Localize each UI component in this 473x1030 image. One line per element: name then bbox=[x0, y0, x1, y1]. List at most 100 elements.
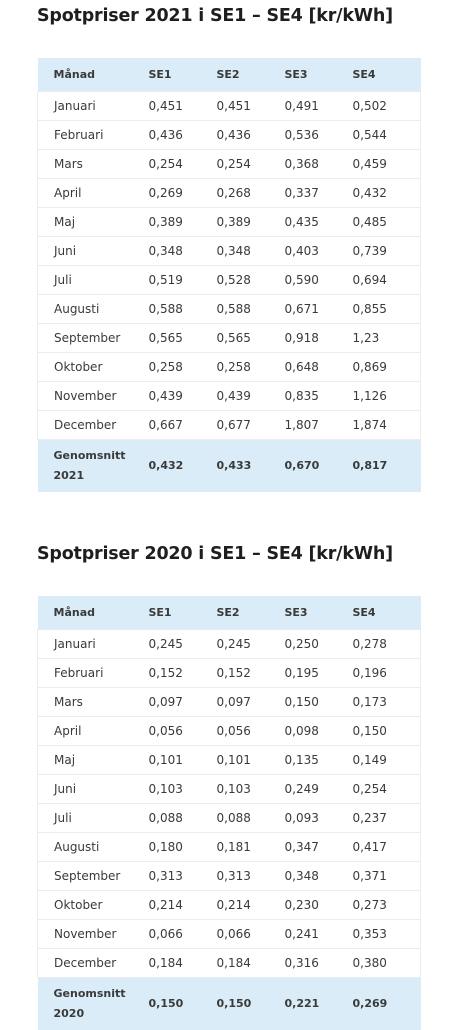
se2-cell: 0,528 bbox=[217, 266, 285, 295]
se2-cell: 0,181 bbox=[217, 833, 285, 862]
se3-cell: 0,093 bbox=[285, 804, 353, 833]
month-cell: Januari bbox=[38, 630, 149, 659]
column-header-se4: SE4 bbox=[353, 596, 421, 630]
se4-cell: 0,869 bbox=[353, 353, 421, 382]
column-header-se3: SE3 bbox=[285, 58, 353, 92]
month-cell: Maj bbox=[38, 746, 149, 775]
month-cell: Maj bbox=[38, 208, 149, 237]
se1-cell: 0,066 bbox=[149, 920, 217, 949]
month-cell: Mars bbox=[38, 688, 149, 717]
se3-cell: 0,403 bbox=[285, 237, 353, 266]
se3-cell: 0,835 bbox=[285, 382, 353, 411]
se2-cell: 0,066 bbox=[217, 920, 285, 949]
month-cell: Februari bbox=[38, 121, 149, 150]
se1-cell: 0,254 bbox=[149, 150, 217, 179]
se2-cell: 0,258 bbox=[217, 353, 285, 382]
se3-cell: 0,491 bbox=[285, 92, 353, 121]
se2-cell: 0,097 bbox=[217, 688, 285, 717]
month-cell: Juli bbox=[38, 804, 149, 833]
se1-cell: 0,184 bbox=[149, 949, 217, 978]
month-cell: September bbox=[38, 862, 149, 891]
se3-cell: 0,135 bbox=[285, 746, 353, 775]
se1-cell: 0,103 bbox=[149, 775, 217, 804]
se1-cell: 0,436 bbox=[149, 121, 217, 150]
se1-cell: 0,439 bbox=[149, 382, 217, 411]
se2-cell: 0,565 bbox=[217, 324, 285, 353]
month-cell: Augusti bbox=[38, 833, 149, 862]
average-se1-cell: 0,150 bbox=[149, 978, 217, 1030]
se4-cell: 1,23 bbox=[353, 324, 421, 353]
se4-cell: 0,371 bbox=[353, 862, 421, 891]
se2-cell: 0,152 bbox=[217, 659, 285, 688]
se4-cell: 0,254 bbox=[353, 775, 421, 804]
se3-cell: 0,648 bbox=[285, 353, 353, 382]
se3-cell: 0,536 bbox=[285, 121, 353, 150]
month-cell: Juli bbox=[38, 266, 149, 295]
se3-cell: 0,241 bbox=[285, 920, 353, 949]
se4-cell: 0,173 bbox=[353, 688, 421, 717]
month-cell: Februari bbox=[38, 659, 149, 688]
se2-cell: 0,056 bbox=[217, 717, 285, 746]
se4-cell: 0,278 bbox=[353, 630, 421, 659]
average-se1-cell: 0,432 bbox=[149, 440, 217, 493]
se3-cell: 0,250 bbox=[285, 630, 353, 659]
se3-cell: 0,249 bbox=[285, 775, 353, 804]
se3-cell: 0,195 bbox=[285, 659, 353, 688]
average-label-cell: Genomsnitt 2021 bbox=[38, 440, 149, 493]
month-cell: December bbox=[38, 411, 149, 440]
average-se2-cell: 0,433 bbox=[217, 440, 285, 493]
month-cell: December bbox=[38, 949, 149, 978]
se4-cell: 0,353 bbox=[353, 920, 421, 949]
se3-cell: 0,230 bbox=[285, 891, 353, 920]
se1-cell: 0,565 bbox=[149, 324, 217, 353]
month-cell: Augusti bbox=[38, 295, 149, 324]
se4-cell: 1,874 bbox=[353, 411, 421, 440]
se4-cell: 0,544 bbox=[353, 121, 421, 150]
se4-cell: 0,380 bbox=[353, 949, 421, 978]
se1-cell: 0,389 bbox=[149, 208, 217, 237]
se2-cell: 0,436 bbox=[217, 121, 285, 150]
se2-cell: 0,588 bbox=[217, 295, 285, 324]
se3-cell: 0,150 bbox=[285, 688, 353, 717]
se2-cell: 0,214 bbox=[217, 891, 285, 920]
average-row: Genomsnitt 2021 0,432 0,433 0,670 0,817 bbox=[38, 440, 421, 493]
se3-cell: 0,348 bbox=[285, 862, 353, 891]
se2-cell: 0,439 bbox=[217, 382, 285, 411]
average-se3-cell: 0,670 bbox=[285, 440, 353, 493]
se3-cell: 0,435 bbox=[285, 208, 353, 237]
se4-cell: 0,432 bbox=[353, 179, 421, 208]
se4-cell: 0,149 bbox=[353, 746, 421, 775]
average-year: 2020 bbox=[54, 1004, 149, 1024]
column-header-month: Månad bbox=[38, 596, 149, 630]
se2-cell: 0,389 bbox=[217, 208, 285, 237]
se1-cell: 0,313 bbox=[149, 862, 217, 891]
month-cell: Januari bbox=[38, 92, 149, 121]
se4-cell: 0,417 bbox=[353, 833, 421, 862]
month-cell: Juni bbox=[38, 237, 149, 266]
se3-cell: 0,316 bbox=[285, 949, 353, 978]
month-cell: April bbox=[38, 717, 149, 746]
se4-cell: 0,273 bbox=[353, 891, 421, 920]
se1-cell: 0,214 bbox=[149, 891, 217, 920]
se1-cell: 0,519 bbox=[149, 266, 217, 295]
section-title-2020: Spotpriser 2020 i SE1 – SE4 [kr/kWh] bbox=[37, 544, 393, 564]
column-header-se3: SE3 bbox=[285, 596, 353, 630]
column-header-se2: SE2 bbox=[217, 596, 285, 630]
se4-cell: 0,502 bbox=[353, 92, 421, 121]
se2-cell: 0,184 bbox=[217, 949, 285, 978]
se3-cell: 0,671 bbox=[285, 295, 353, 324]
